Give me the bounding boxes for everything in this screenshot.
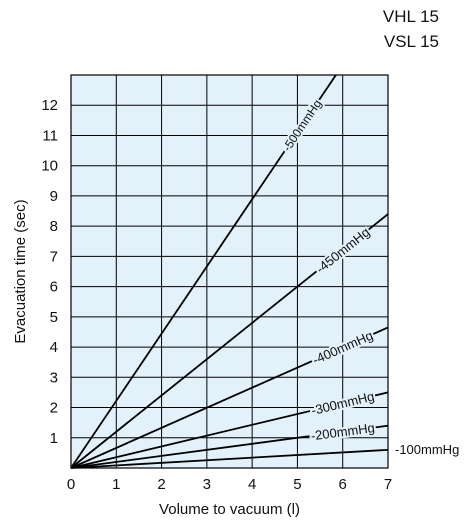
series-line <box>70 448 389 469</box>
x-tick-label: 4 <box>248 476 256 493</box>
y-tick-label: 10 <box>41 158 58 175</box>
series-line <box>70 424 389 469</box>
y-tick-label: 1 <box>50 430 58 447</box>
y-tick-label: 12 <box>41 97 58 114</box>
y-tick-label: 4 <box>50 339 58 356</box>
x-tick-label: 0 <box>67 476 75 493</box>
series-label: -100mmHg <box>395 442 459 457</box>
series-line <box>70 74 337 469</box>
series-line <box>70 326 389 469</box>
x-tick-label: 7 <box>384 476 392 493</box>
y-tick-label: 6 <box>50 279 58 296</box>
x-tick-label: 3 <box>203 476 211 493</box>
series-lines <box>70 74 389 469</box>
model-label-vsl15: VSL 15 <box>383 32 439 51</box>
y-tick-label: 11 <box>42 127 58 144</box>
model-label-vhl15: VHL 15 <box>382 7 439 26</box>
series-line <box>70 391 389 469</box>
y-tick-label: 2 <box>50 400 58 417</box>
y-tick-label: 9 <box>50 188 58 205</box>
plot-area <box>70 74 389 469</box>
y-tick-label: 7 <box>50 248 58 265</box>
x-axis-label: Volume to vacuum (l) <box>159 501 300 518</box>
x-tick-label: 6 <box>339 476 347 493</box>
y-tick-label: 5 <box>50 309 58 326</box>
x-tick-label: 2 <box>157 476 165 493</box>
y-axis-label: Evacuation time (sec) <box>12 199 29 343</box>
x-tick-label: 1 <box>112 476 120 493</box>
series-line <box>70 213 389 469</box>
y-tick-label: 3 <box>50 369 58 386</box>
y-tick-label: 8 <box>50 218 58 235</box>
x-tick-label: 5 <box>293 476 301 493</box>
